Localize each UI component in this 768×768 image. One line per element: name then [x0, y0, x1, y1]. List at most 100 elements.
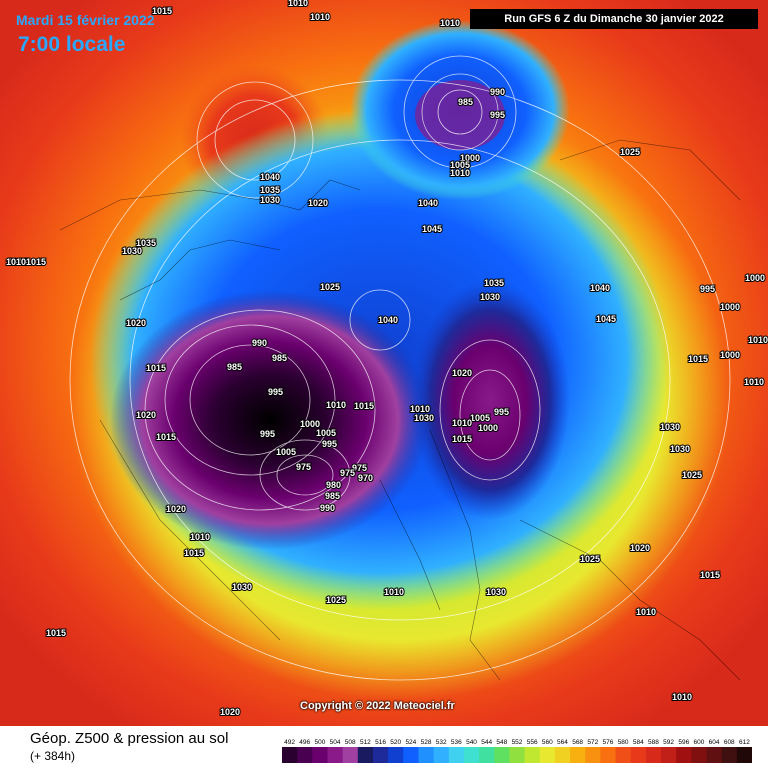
pressure-label: 1000	[720, 350, 740, 360]
scale-tick-label: 528	[421, 739, 432, 746]
scale-swatch	[463, 747, 480, 763]
scale-swatch	[357, 747, 374, 763]
pressure-label: 975	[352, 463, 367, 473]
scale-tick-label: 492	[284, 739, 295, 746]
pressure-label: 1010	[326, 400, 346, 410]
scale-swatch	[509, 747, 526, 763]
pressure-label: 1015	[26, 257, 46, 267]
pressure-label: 1015	[152, 6, 172, 16]
scale-swatch	[282, 747, 298, 763]
pressure-label: 990	[320, 503, 335, 513]
scale-swatch	[418, 747, 435, 763]
pressure-label: 1030	[414, 413, 434, 423]
scale-swatch	[327, 747, 344, 763]
pressure-label: 985	[272, 353, 287, 363]
scale-swatch	[630, 747, 647, 763]
scale-tick-label: 572	[587, 739, 598, 746]
z500-pressure-map: 1015 1010 1010 1010 1015 1040 1035 1030 1020 1035…	[0, 0, 768, 726]
scale-tick-label: 508	[345, 739, 356, 746]
pressure-label: 1015	[688, 354, 708, 364]
pressure-label: 995	[490, 110, 505, 120]
pressure-label: 1030	[260, 195, 280, 205]
pressure-label: 1025	[326, 595, 346, 605]
pressure-label: 990	[490, 87, 505, 97]
scale-swatch	[645, 747, 662, 763]
pressure-label: 995	[322, 439, 337, 449]
scale-tick-label: 596	[678, 739, 689, 746]
pressure-label: 1010	[384, 587, 404, 597]
pressure-label: 1015	[8, 257, 28, 267]
pressure-label: 1015	[184, 548, 204, 558]
pressure-label: 1035	[484, 278, 504, 288]
pressure-label: 1040	[260, 172, 280, 182]
run-info: Run GFS 6 Z du Dimanche 30 janvier 2022	[470, 9, 758, 29]
pressure-label: 1030	[670, 444, 690, 454]
pressure-label: 1000	[745, 273, 765, 283]
scale-tick-label: 560	[542, 739, 553, 746]
scale-swatch	[615, 747, 632, 763]
forecast-date: Mardi 15 février 2022	[16, 12, 155, 28]
pressure-label: 980	[326, 480, 341, 490]
polar-vortex-east	[410, 280, 570, 520]
pressure-label: 1040	[418, 198, 438, 208]
scale-swatch	[721, 747, 738, 763]
scale-swatch	[600, 747, 617, 763]
scale-tick-label: 544	[481, 739, 492, 746]
pressure-label: 1045	[596, 314, 616, 324]
scale-swatch	[494, 747, 510, 763]
pressure-label: 1015	[46, 628, 66, 638]
scale-swatch	[433, 747, 450, 763]
pressure-label: 1010	[748, 335, 768, 345]
pressure-label: 1020	[136, 410, 156, 420]
scale-tick-label: 500	[314, 739, 325, 746]
scale-swatch	[736, 747, 752, 763]
pressure-label: 1005	[470, 413, 490, 423]
forecast-time: 7:00 locale	[18, 33, 126, 56]
scale-swatch	[342, 747, 359, 763]
scale-swatch	[691, 747, 708, 763]
pressure-label: 1000	[720, 302, 740, 312]
scale-tick-label: 524	[405, 739, 416, 746]
scale-swatch	[524, 747, 541, 763]
scale-swatch	[554, 747, 571, 763]
pressure-label: 1030	[480, 292, 500, 302]
pressure-label: 995	[700, 284, 715, 294]
scale-tick-label: 592	[663, 739, 674, 746]
scale-tick-label: 520	[390, 739, 401, 746]
pressure-label: 1020	[452, 368, 472, 378]
pressure-label: 1005	[276, 447, 296, 457]
scale-swatch	[706, 747, 723, 763]
copyright: Copyright © 2022 Meteociel.fr	[300, 700, 455, 712]
scale-tick-label: 512	[360, 739, 371, 746]
pressure-label: 1015	[452, 434, 472, 444]
pressure-label: 1035	[136, 238, 156, 248]
pressure-label: 1025	[320, 282, 340, 292]
scale-tick-label: 584	[633, 739, 644, 746]
pressure-label: 1010	[636, 607, 656, 617]
scale-tick-label: 568	[572, 739, 583, 746]
pressure-label: 1025	[620, 147, 640, 157]
pressure-label: 1020	[126, 318, 146, 328]
pressure-label: 1030	[660, 422, 680, 432]
pressure-label: 995	[260, 429, 275, 439]
scale-tick-label: 540	[466, 739, 477, 746]
arctic-low-core	[415, 80, 505, 150]
pressure-label: 1005	[450, 160, 470, 170]
pressure-label: 1010	[440, 18, 460, 28]
pressure-label: 985	[325, 491, 340, 501]
pressure-label: 1010	[450, 168, 470, 178]
pressure-label: 990	[252, 338, 267, 348]
scale-tick-label: 532	[436, 739, 447, 746]
scale-tick-label: 496	[299, 739, 310, 746]
scale-swatch	[585, 747, 601, 763]
pressure-label: 975	[296, 462, 311, 472]
pressure-label: 985	[227, 362, 242, 372]
color-scale: 492 496 500 504 508 512 516 520 524 528 532 536 540 5…	[282, 739, 752, 763]
scale-tick-label: 588	[648, 739, 659, 746]
scale-tick-label: 504	[330, 739, 341, 746]
scale-swatch	[448, 747, 465, 763]
scale-tick-label: 576	[603, 739, 614, 746]
pressure-label: 1015	[156, 432, 176, 442]
scale-swatch	[312, 747, 328, 763]
pressure-label: 1010	[744, 377, 764, 387]
